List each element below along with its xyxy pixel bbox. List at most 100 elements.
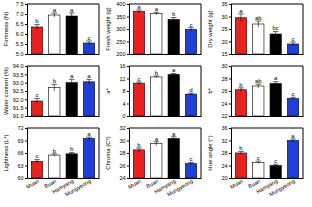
tick-mark bbox=[229, 91, 231, 92]
y-tick: 25 bbox=[221, 26, 231, 32]
error-bar bbox=[52, 84, 58, 91]
annotation: c bbox=[257, 155, 260, 161]
plot-area bbox=[31, 79, 94, 116]
y-axis: 2224262830 bbox=[221, 63, 231, 119]
x-tick: Muan bbox=[25, 178, 40, 190]
tick-mark bbox=[127, 54, 129, 55]
tick-mark bbox=[127, 116, 129, 117]
tick-mark bbox=[25, 99, 27, 100]
annotation: a bbox=[70, 7, 74, 13]
annotation: a bbox=[137, 4, 141, 10]
bar bbox=[185, 164, 196, 178]
y-tick: 5.0 bbox=[16, 51, 27, 57]
annotation: c bbox=[35, 92, 38, 98]
axis-line bbox=[229, 67, 232, 117]
y-tick: 8 bbox=[122, 88, 129, 94]
bar bbox=[253, 86, 264, 116]
axis-line bbox=[127, 67, 130, 117]
annotation: b bbox=[53, 148, 57, 154]
tick-label: 6.5 bbox=[16, 21, 24, 27]
tick-label: 92.0 bbox=[13, 97, 24, 103]
frame bbox=[129, 66, 201, 116]
bar bbox=[287, 99, 298, 117]
bar bbox=[185, 94, 196, 116]
tick-mark bbox=[127, 91, 129, 92]
tick-label: Mungyeong bbox=[64, 178, 92, 198]
axis-line bbox=[127, 5, 130, 55]
y-axis: 1520253035 bbox=[221, 1, 231, 57]
axis-title: b* bbox=[207, 87, 213, 93]
tick-mark bbox=[229, 17, 231, 18]
frame bbox=[27, 4, 99, 54]
frame bbox=[27, 66, 99, 116]
y-tick: 63 bbox=[17, 163, 27, 169]
y-tick: 200 bbox=[116, 51, 129, 57]
x-axis bbox=[130, 116, 202, 118]
y-tick: 28 bbox=[221, 76, 231, 82]
figure: 5.05.56.06.57.07.5baacFirmness (N)200250… bbox=[0, 0, 312, 207]
y-axis: 6063666972 bbox=[17, 125, 27, 181]
y-tick: 30 bbox=[119, 138, 129, 144]
bar bbox=[185, 30, 196, 55]
axis-title: Water content (%) bbox=[3, 67, 9, 115]
frame bbox=[27, 128, 99, 178]
tick-mark bbox=[127, 29, 129, 30]
y-tick: 28 bbox=[119, 150, 129, 156]
tick-label: 400 bbox=[116, 1, 125, 7]
y-tick: 92.0 bbox=[13, 97, 27, 103]
panel: 2024283236MuanBuanHamyangMungyeongbccaHu… bbox=[207, 125, 304, 197]
plot-area bbox=[235, 139, 298, 178]
tick-label: 35 bbox=[221, 1, 227, 7]
panel: 91.091.592.092.593.093.594.0cbaaWater co… bbox=[3, 63, 100, 119]
tick-mark bbox=[127, 178, 129, 179]
tick-label: 7.0 bbox=[16, 11, 24, 17]
panel: 6063666972MuanBuanHamyangMungyeongcbbaLi… bbox=[3, 125, 100, 197]
annotation: b bbox=[35, 18, 39, 24]
y-tick: 15 bbox=[221, 51, 231, 57]
axis-line bbox=[25, 67, 28, 117]
annotation: c bbox=[274, 158, 277, 164]
tick-mark bbox=[127, 166, 129, 167]
axis-line bbox=[25, 129, 28, 179]
y-tick: 7.0 bbox=[16, 11, 27, 17]
error-bar bbox=[69, 79, 75, 86]
tick-label: 72 bbox=[17, 125, 23, 131]
x-tick: Mungyeong bbox=[166, 178, 194, 198]
annotation: c bbox=[190, 22, 193, 28]
tick-mark bbox=[229, 166, 231, 167]
error-bar bbox=[86, 137, 92, 140]
tick-mark bbox=[25, 166, 27, 167]
tick-label: 25 bbox=[221, 26, 227, 32]
plot-area bbox=[31, 137, 94, 178]
y-tick: 300 bbox=[116, 26, 129, 32]
bar bbox=[83, 82, 94, 116]
annotation: ab bbox=[255, 15, 262, 21]
bar bbox=[168, 20, 179, 55]
tick-label: 28 bbox=[221, 76, 227, 82]
error-bar bbox=[154, 142, 160, 146]
bar bbox=[66, 154, 77, 178]
y-tick: 93.5 bbox=[13, 72, 27, 78]
error-bar bbox=[34, 160, 40, 163]
frame bbox=[129, 128, 201, 178]
annotation: a bbox=[172, 67, 176, 73]
x-tick: Muan bbox=[229, 178, 244, 190]
tick-label: 16 bbox=[119, 63, 125, 69]
x-axis bbox=[232, 116, 304, 118]
tick-label: 93.0 bbox=[13, 80, 24, 86]
y-tick: 400 bbox=[116, 1, 129, 7]
tick-mark bbox=[127, 42, 129, 43]
tick-label: 12 bbox=[119, 76, 125, 82]
tick-label: 69 bbox=[17, 138, 23, 144]
frame bbox=[231, 66, 303, 116]
tick-label: 6.0 bbox=[16, 31, 24, 37]
error-bar bbox=[290, 42, 296, 46]
tick-mark bbox=[25, 178, 27, 179]
y-tick: 4 bbox=[122, 101, 129, 107]
y-tick: 250 bbox=[116, 39, 129, 45]
tick-mark bbox=[229, 66, 231, 67]
tick-label: 94.0 bbox=[13, 63, 24, 69]
y-tick: 6.0 bbox=[16, 31, 27, 37]
tick-label: 8 bbox=[122, 88, 125, 94]
y-tick: 26 bbox=[221, 88, 231, 94]
